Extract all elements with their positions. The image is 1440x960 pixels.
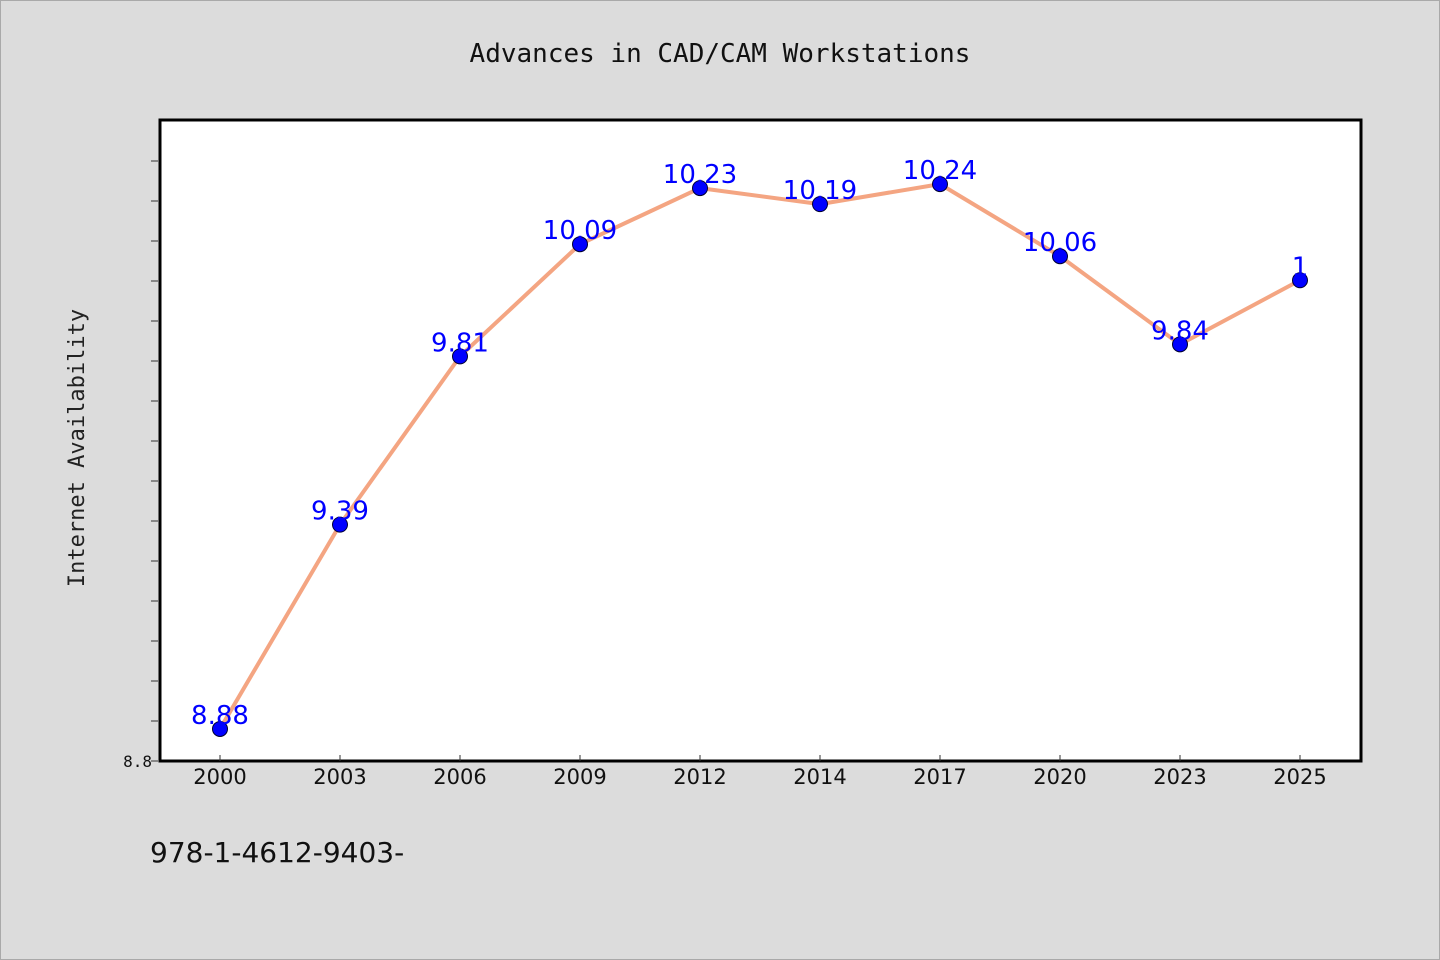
- data-point: [212, 720, 228, 737]
- data-label: 9.84: [1151, 316, 1209, 346]
- chart-title: Advances in CAD/CAM Workstations: [470, 39, 971, 69]
- data-label: 9.81: [431, 328, 489, 358]
- y-axis-label: Internet Availability: [65, 309, 90, 587]
- data-label: 10.06: [1023, 228, 1097, 258]
- data-point: [812, 196, 828, 213]
- data-label: 1: [1292, 252, 1309, 282]
- data-label: 10.09: [543, 216, 617, 246]
- series-line: [218, 182, 1302, 731]
- x-tick-label: 2006: [433, 765, 486, 789]
- x-axis-ticks: 2000 2003 2006 2009 2012 2014 2017 2020 2023 2025: [193, 755, 1327, 789]
- x-tick-label: 2023: [1153, 765, 1206, 789]
- x-tick-label: 2012: [673, 765, 726, 789]
- series-markers: [212, 176, 1308, 737]
- x-tick-label: 2017: [913, 765, 966, 789]
- data-point: [1292, 272, 1308, 289]
- data-label: 10.24: [903, 156, 977, 186]
- x-tick-label: 2020: [1033, 765, 1086, 789]
- data-point: [452, 348, 468, 365]
- data-point: [332, 516, 348, 533]
- plot-area: [158, 118, 1363, 763]
- x-tick-label: 2000: [193, 765, 246, 789]
- x-tick-label: 2014: [793, 765, 846, 789]
- footer-isbn: 978-1-4612-9403-: [150, 836, 404, 869]
- data-point: [1052, 248, 1068, 265]
- x-tick-label: 2003: [313, 765, 366, 789]
- data-point: [572, 236, 588, 253]
- data-point: [1172, 336, 1188, 353]
- x-tick-label: 2025: [1273, 765, 1326, 789]
- series-line-group: [218, 182, 1302, 731]
- data-point: [932, 176, 948, 193]
- data-label: 8.88: [191, 701, 249, 731]
- y-tick-label: 8.8: [123, 752, 152, 771]
- data-label: 10.23: [663, 160, 737, 190]
- data-point: [692, 180, 708, 197]
- data-labels: 8.88 9.39 9.81 10.09 10.23 10.19 10.24 10.06 9.8…: [191, 156, 1308, 731]
- x-tick-label: 2009: [553, 765, 606, 789]
- data-label: 10.19: [783, 176, 857, 206]
- data-label: 9.39: [311, 497, 369, 527]
- y-axis-ticks: 8.8: [123, 160, 158, 771]
